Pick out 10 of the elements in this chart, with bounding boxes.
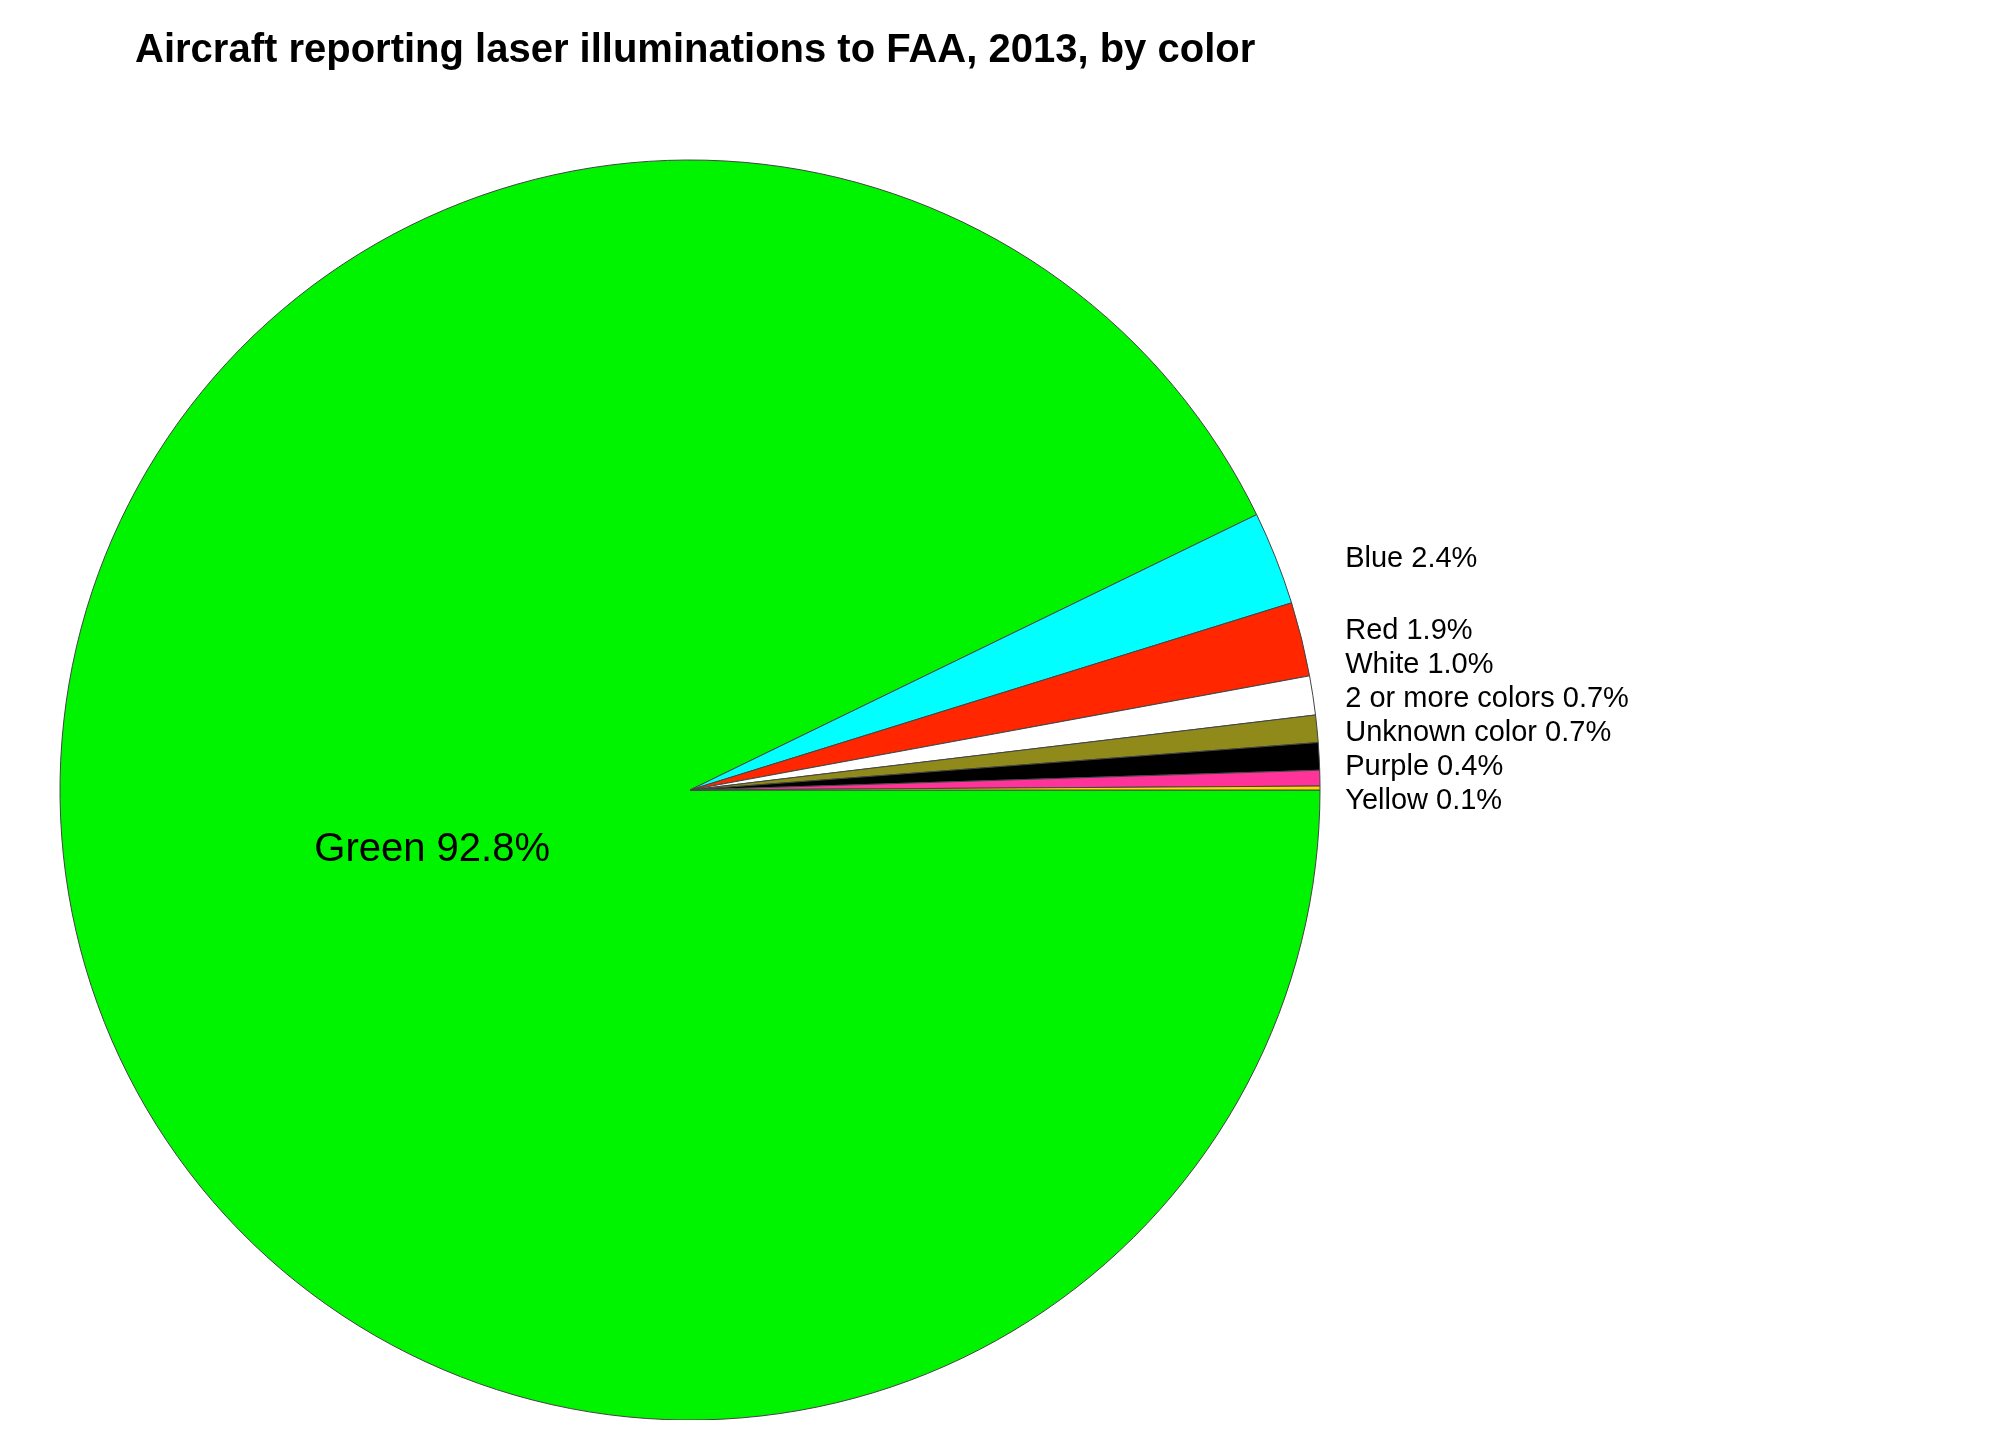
- pie-slice: [59, 160, 1321, 1420]
- slice-label: Blue 2.4%: [1345, 541, 1478, 574]
- slice-label: Unknown color 0.7%: [1345, 714, 1612, 747]
- slice-label: Red 1.9%: [1345, 612, 1473, 645]
- chart-title: Aircraft reporting laser illuminations to FAA, 2013, by color: [135, 26, 1256, 70]
- slice-label: Purple 0.4%: [1345, 748, 1504, 781]
- slice-label: White 1.0%: [1345, 646, 1494, 679]
- slice-label: Yellow 0.1%: [1345, 782, 1503, 815]
- slice-label: 2 or more colors 0.7%: [1345, 680, 1629, 713]
- slice-label: Green 92.8%: [314, 825, 550, 870]
